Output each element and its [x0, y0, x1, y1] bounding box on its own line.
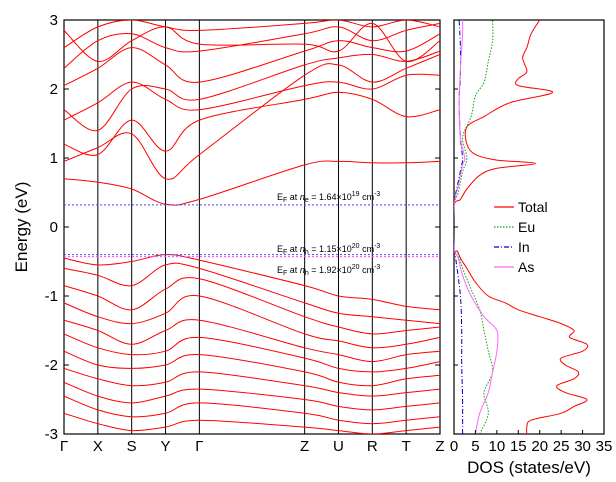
band-structure-panel: -3 -2 -1 0 1 2 3 Γ X S Y Γ Z U R T Z Energy (eV) EF at …	[12, 12, 445, 455]
dos-tick-label: 30	[574, 438, 591, 455]
kpoint-label: R	[367, 438, 378, 455]
valence-band-line	[64, 367, 440, 397]
band-plot-frame	[63, 19, 441, 435]
kpoint-label: Z	[300, 438, 309, 455]
valence-band-line	[64, 381, 440, 411]
energy-tick-label: -3	[45, 426, 58, 443]
legend-label-in: In	[518, 239, 530, 255]
dos-tick-label: 35	[596, 438, 613, 455]
conduction-band-line	[64, 22, 440, 69]
conduction-band-line	[64, 54, 440, 180]
valence-band-line	[64, 350, 440, 387]
conduction-band-line	[64, 91, 440, 156]
dos-tick-label: 0	[450, 438, 458, 455]
dos-tick-label: 15	[510, 438, 527, 455]
kpoint-label: U	[333, 438, 344, 455]
band-lines	[64, 20, 440, 434]
dos-plot-frame	[453, 19, 605, 435]
valence-band-line	[64, 277, 440, 335]
kpoint-label: Γ	[60, 438, 68, 455]
dos-tick-label: 20	[531, 438, 548, 455]
kpoint-label: X	[93, 438, 103, 455]
energy-tick-label: -1	[45, 288, 58, 305]
kpoint-label: Γ	[195, 438, 203, 455]
energy-axis-ticks: -3 -2 -1 0 1 2 3	[45, 12, 440, 443]
conduction-band-line	[64, 160, 440, 206]
legend-label-eu: Eu	[518, 219, 535, 235]
kpoint-label: Z	[435, 438, 444, 455]
dos-tick-label: 10	[489, 438, 506, 455]
energy-tick-label: 0	[50, 219, 58, 236]
fermi-annotation-hole-2: EF at nh = 1.92×1020 cm-3	[277, 264, 380, 277]
valence-band-line	[64, 333, 440, 373]
dos-curve-as	[454, 20, 499, 434]
conduction-band-line	[64, 50, 440, 132]
conduction-band-line	[64, 33, 440, 87]
legend-label-total: Total	[518, 199, 548, 215]
valence-band-line	[64, 254, 440, 311]
conduction-band-line	[64, 73, 440, 121]
dos-legend: Total Eu In As	[494, 199, 548, 275]
fermi-level-lines	[64, 204, 440, 258]
valence-band-line	[64, 295, 440, 349]
fermi-annotation-hole-1: EF at nh = 1.15×1020 cm-3	[277, 243, 380, 256]
dos-curves	[454, 20, 589, 434]
fermi-annotation-electron: EF at ne = 1.64×1019 cm-3	[277, 191, 380, 204]
dos-curve-total	[454, 20, 589, 434]
conduction-band-line	[64, 22, 440, 62]
kpoint-label: Y	[161, 438, 171, 455]
valence-band-line	[64, 319, 440, 363]
conduction-band-line	[64, 20, 440, 49]
valence-band-line	[64, 412, 440, 434]
dos-tick-label: 25	[553, 438, 570, 455]
kpoint-label: S	[127, 438, 137, 455]
valence-band-line	[64, 262, 440, 325]
legend-label-as: As	[518, 259, 534, 275]
energy-tick-label: 1	[50, 150, 58, 167]
energy-tick-label: 2	[50, 81, 58, 98]
dos-tick-label: 5	[471, 438, 479, 455]
energy-axis-title: Energy (eV)	[12, 182, 31, 273]
dos-axis-title: DOS (states/eV)	[467, 458, 591, 477]
energy-tick-label: -2	[45, 357, 58, 374]
kpoint-label: T	[402, 438, 411, 455]
valence-band-line	[64, 395, 440, 425]
energy-tick-label: 3	[50, 12, 58, 29]
dos-panel: 0 5 10 15 20 25 30 35 Total Eu In As DOS (states/e…	[450, 19, 613, 477]
dos-axis-ticks: 0 5 10 15 20 25 30 35	[450, 19, 613, 455]
